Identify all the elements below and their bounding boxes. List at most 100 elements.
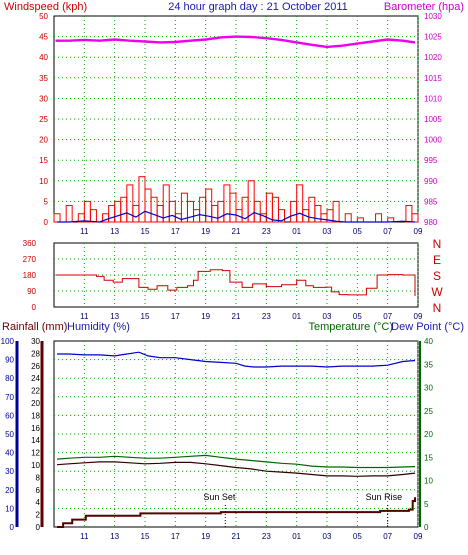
wind-panel-x-tick-label: 05: [353, 227, 362, 236]
windspeed-tick-label: 40: [39, 53, 48, 62]
humidity-axis-label: Humidity (%): [67, 321, 130, 333]
wind-panel-x-tick-label: 17: [171, 227, 180, 236]
compass-label: E: [433, 253, 441, 267]
temperature-tick-label: 30: [424, 384, 433, 393]
direction-panel-x-tick-label: 17: [171, 312, 180, 321]
barometer-tick-label: 1020: [424, 53, 442, 62]
windspeed-bar: [296, 184, 304, 223]
rainfall-tick-label: 20: [31, 399, 40, 408]
barometer-tick-label: 980: [424, 218, 438, 227]
windspeed-bar: [278, 209, 285, 223]
wind-panel-x-tick-label: 03: [323, 227, 332, 236]
rainfall-tick-label: 0: [36, 523, 41, 532]
humidity-tick-label: 100: [1, 337, 15, 346]
barometer-tick-label: 1025: [424, 33, 442, 42]
windspeed-bar: [229, 192, 237, 223]
direction-panel-x-tick-label: 09: [414, 312, 423, 321]
direction-panel-x-tick-label: 21: [232, 312, 241, 321]
direction-tick-label: 0: [32, 303, 37, 312]
humidity-tick-label: 40: [5, 449, 14, 458]
rainfall-tick-label: 14: [31, 436, 40, 445]
humidity-tick-label: 90: [5, 356, 14, 365]
temp-panel-x-tick-label: 03: [323, 532, 332, 541]
temp-panel-x-tick-label: 19: [201, 532, 210, 541]
gust-line: [57, 210, 416, 223]
direction-panel-x-tick-label: 07: [383, 312, 392, 321]
temperature-tick-label: 0: [424, 523, 429, 532]
windspeed-axis-label: Windspeed (kph): [4, 1, 87, 13]
windspeed-bar: [332, 200, 340, 223]
temperature-tick-label: 5: [424, 500, 429, 509]
direction-tick-label: 90: [27, 287, 36, 296]
chart-title: 24 hour graph day : 21 October 2011: [168, 1, 348, 13]
humidity-tick-label: 60: [5, 411, 14, 420]
windspeed-bar: [168, 200, 176, 223]
windspeed-bar: [253, 200, 261, 223]
compass-label: N: [433, 301, 442, 315]
rainfall-line: [57, 497, 416, 528]
windspeed-tick-label: 50: [39, 12, 48, 21]
barometer-tick-label: 1015: [424, 74, 442, 83]
rainfall-tick-label: 24: [31, 374, 40, 383]
direction-panel-x-tick-label: 15: [141, 312, 150, 321]
compass-label: N: [433, 237, 442, 251]
rainfall-tick-label: 2: [36, 511, 41, 520]
rainfall-tick-label: 30: [31, 337, 40, 346]
temperature-tick-label: 35: [424, 360, 433, 369]
barometer-tick-label: 1010: [424, 94, 442, 103]
temp-panel-x-tick-label: 07: [383, 532, 392, 541]
dewpoint-axis-label: Dew Point (°C): [391, 321, 464, 333]
direction-panel-x-tick-label: 05: [353, 312, 362, 321]
wind-panel-x-tick-label: 23: [262, 227, 271, 236]
temp-panel-x-tick-label: 01: [292, 532, 301, 541]
barometer-tick-label: 985: [424, 197, 438, 206]
temp-panel-x-tick-label: 09: [414, 532, 423, 541]
direction-tick-label: 270: [23, 255, 37, 264]
temp-panel-x-tick-label: 15: [141, 532, 150, 541]
temperature-tick-label: 40: [424, 337, 433, 346]
wind-panel-frame: [53, 15, 419, 223]
temp-panel-x-tick-label: 11: [80, 532, 89, 541]
temperature-line: [56, 454, 416, 469]
wind-panel-x-tick-label: 09: [414, 227, 423, 236]
rainfall-tick-label: 6: [36, 486, 41, 495]
rainfall-tick-label: 10: [31, 461, 40, 470]
temp-panel-x-tick-label: 13: [110, 532, 119, 541]
direction-panel-x-tick-label: 03: [323, 312, 332, 321]
rainfall-tick-label: 12: [31, 449, 40, 458]
wind-panel-x-tick-label: 07: [383, 227, 392, 236]
direction-line: [55, 269, 416, 296]
windspeed-tick-label: 20: [39, 136, 48, 145]
humidity-tick-label: 30: [5, 467, 14, 476]
rainfall-tick-label: 18: [31, 411, 40, 420]
humidity-line: [57, 351, 416, 368]
direction-panel-x-tick-label: 13: [110, 312, 119, 321]
barometer-tick-label: 990: [424, 177, 438, 186]
windspeed-bar: [126, 184, 134, 223]
temperature-tick-label: 15: [424, 453, 433, 462]
wind-panel-x-tick-label: 13: [110, 227, 119, 236]
direction-panel-x-tick-label: 11: [80, 312, 89, 321]
barometer-tick-label: 1005: [424, 115, 442, 124]
rainfall-axis-label: Rainfall (mm): [2, 321, 67, 333]
windspeed-tick-label: 0: [44, 218, 49, 227]
barometer-tick-label: 995: [424, 156, 438, 165]
rainfall-tick-label: 8: [36, 473, 41, 482]
barometer-tick-label: 1000: [424, 136, 442, 145]
humidity-tick-label: 20: [5, 486, 14, 495]
sun-annotation-label: Sun Rise: [366, 492, 403, 502]
windspeed-tick-label: 30: [39, 94, 48, 103]
barometer-tick-label: 1030: [424, 12, 442, 21]
windspeed-tick-label: 15: [39, 156, 48, 165]
rainfall-tick-label: 16: [31, 424, 40, 433]
temp-panel-x-tick-label: 17: [171, 532, 180, 541]
direction-tick-label: 180: [23, 271, 37, 280]
temp-panel-x-tick-label: 23: [262, 532, 271, 541]
humidity-tick-label: 70: [5, 393, 14, 402]
humidity-tick-label: 10: [5, 504, 14, 513]
temperature-axis-label: Temperature (°C): [309, 321, 393, 333]
compass-label: S: [433, 269, 441, 283]
wind-panel-x-tick-label: 11: [80, 227, 89, 236]
humidity-tick-label: 50: [5, 430, 14, 439]
